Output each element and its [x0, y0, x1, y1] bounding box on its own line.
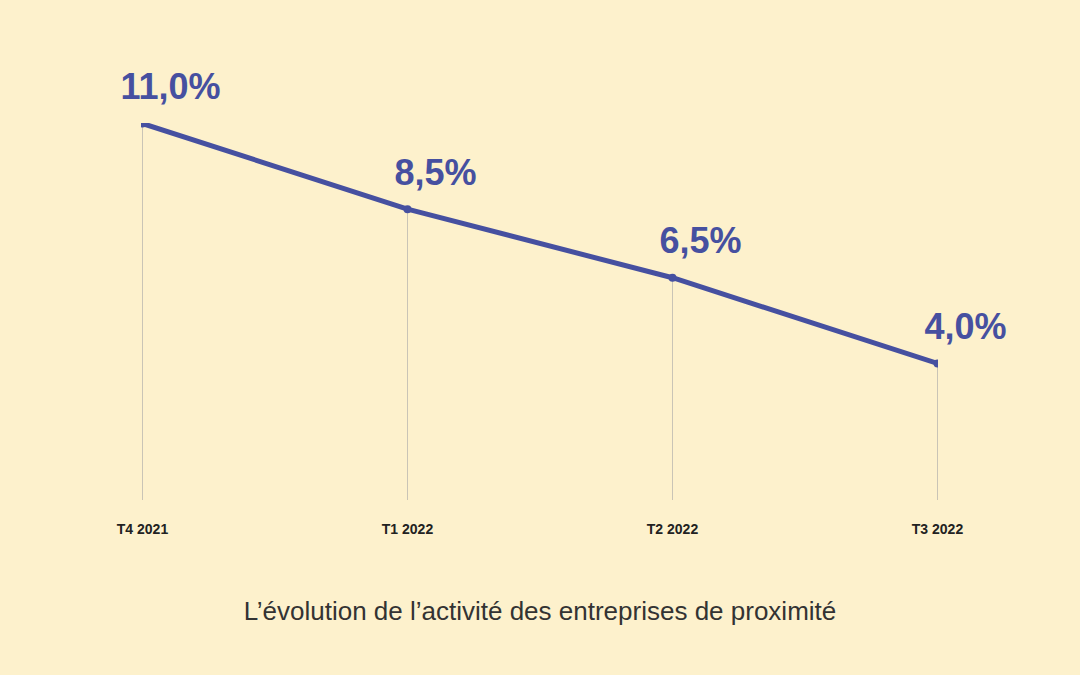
svg-text:8,5%: 8,5%: [394, 152, 476, 193]
svg-text:4,0%: 4,0%: [924, 306, 1006, 347]
svg-text:11,0%: 11,0%: [120, 66, 220, 107]
svg-text:T3 2022: T3 2022: [912, 521, 964, 537]
svg-text:6,5%: 6,5%: [659, 220, 741, 261]
svg-text:T4 2021: T4 2021: [117, 521, 169, 537]
svg-text:T1 2022: T1 2022: [382, 521, 434, 537]
svg-text:T2 2022: T2 2022: [647, 521, 699, 537]
html-text:L’évolution de l’activité des: L’évolution de l’activité des entreprise…: [243, 596, 837, 626]
